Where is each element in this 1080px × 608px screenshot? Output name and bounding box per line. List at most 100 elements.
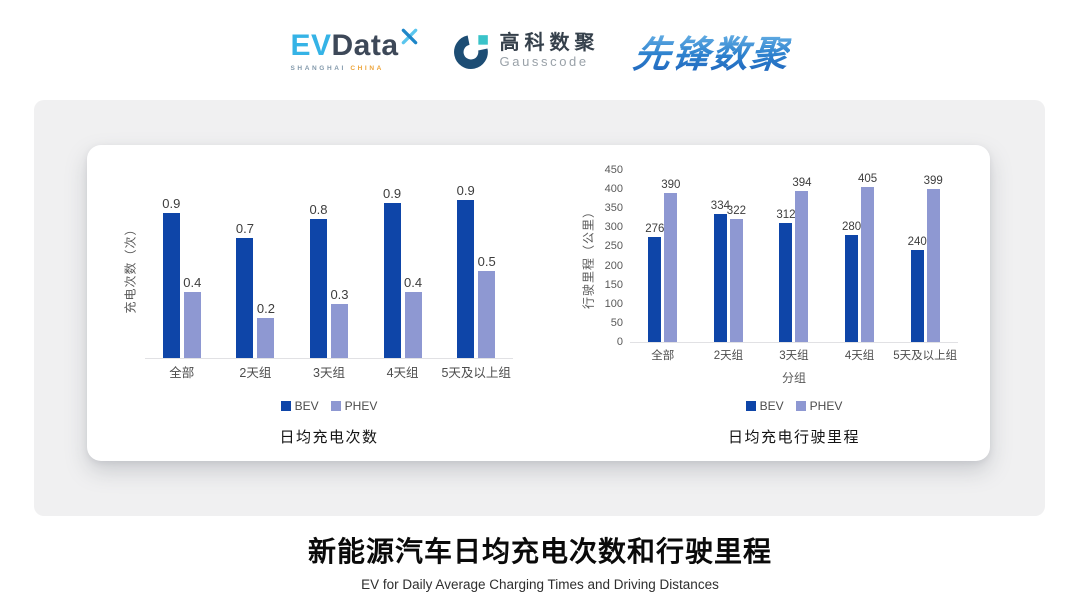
bar-value-label: 0.5	[477, 254, 496, 269]
bar-phev	[330, 304, 348, 358]
bar-phev	[861, 187, 875, 342]
bar-column-bev: 280	[842, 221, 861, 342]
chart-title-left: 日均充电次数	[279, 429, 379, 446]
bar-value-label: 405	[857, 173, 878, 185]
legend-label: BEV	[294, 399, 319, 413]
bar-bev	[457, 200, 475, 358]
y-tick-label: 0	[616, 336, 623, 348]
bar-column-phev: 0.4	[183, 275, 201, 358]
bar-group: 0.7 0.2	[219, 193, 293, 358]
category-label: 全部	[169, 366, 195, 380]
bar-group: 280 405	[827, 170, 893, 342]
bar-value-label: 0.7	[235, 221, 254, 236]
bar-phev	[729, 219, 743, 342]
bar-bev	[162, 213, 180, 358]
gausscode-cn-text: 高科数聚	[499, 32, 600, 55]
y-tick-label: 150	[604, 278, 623, 291]
bar-column-phev: 405	[858, 173, 877, 342]
bar-value-label: 394	[792, 177, 812, 189]
bar-column-bev: 334	[711, 200, 730, 342]
bar-value-label: 0.9	[383, 186, 402, 201]
bar-phev	[664, 193, 678, 342]
plot-area-right-chart: 276 390 334 322 312 394 280 405 240 399	[630, 170, 958, 343]
bar-phev	[795, 191, 809, 342]
bar-value-label: 276	[645, 223, 665, 235]
chart-panel-background: 充电次数（次） 0.9 0.4 0.7 0.2 0.8 0.3 0.9 0.4 0.9 0.5 全…	[34, 100, 1045, 516]
bar-bev	[648, 237, 662, 342]
bar-bev	[236, 238, 254, 358]
bar-value-label: 0.2	[256, 301, 275, 316]
legend-swatch-phev	[795, 401, 806, 411]
category-label: 5天及以上组	[441, 366, 511, 380]
category-label: 4天组	[386, 366, 419, 380]
bar-column-phev: 322	[727, 205, 746, 342]
bar-group: 0.9 0.4	[366, 186, 440, 358]
category-label: 5天及以上组	[893, 350, 958, 362]
category-label: 3天组	[779, 350, 809, 362]
y-tick-label: 350	[604, 202, 623, 215]
bar-phev	[404, 292, 422, 358]
y-tick-label: 450	[604, 164, 623, 176]
evdata-x-star-icon	[401, 28, 417, 44]
bar-column-phev: 0.5	[478, 254, 496, 358]
evdata-data-text: Data	[331, 28, 399, 62]
bar-bev	[309, 219, 327, 358]
figure-subtitle-en: EV for Daily Average Charging Times and …	[361, 577, 719, 592]
y-tick-label: 50	[610, 316, 623, 329]
figure-title-cn: 新能源汽车日均充电次数和行驶里程	[307, 536, 772, 567]
evdata-shanghai-text: SHANGHAI	[290, 64, 346, 72]
y-tick-label: 100	[604, 297, 623, 310]
y-axis-ticks-right-chart: 0 50 100 150 200 250 300 350 400 450	[580, 164, 623, 348]
bar-value-label: 390	[661, 179, 681, 191]
bar-column-bev: 0.7	[236, 221, 254, 358]
chart-daily-charging-times: 充电次数（次） 0.9 0.4 0.7 0.2 0.8 0.3 0.9 0.4 0.9 0.5 全…	[87, 145, 990, 461]
chart-card: 充电次数（次） 0.9 0.4 0.7 0.2 0.8 0.3 0.9 0.4 0.9 0.5 全…	[87, 145, 990, 461]
x-axis-label-right-chart: 分组	[781, 371, 806, 385]
bar-bev	[845, 235, 859, 342]
bar-column-bev: 276	[645, 223, 664, 342]
legend-item-bev: BEV	[745, 399, 784, 413]
evdata-ev-text: EV	[290, 28, 332, 62]
bar-value-label: 334	[710, 200, 730, 212]
legend-item-phev: PHEV	[795, 399, 842, 413]
chart-title-right: 日均充电行驶里程	[727, 429, 860, 446]
legend-left-chart: BEV PHEV	[145, 399, 513, 413]
legend-item-phev: PHEV	[330, 399, 378, 413]
bar-value-label: 0.3	[330, 287, 349, 302]
category-label: 2天组	[239, 366, 272, 380]
bar-bev	[779, 223, 793, 342]
x-axis-categories-right-chart: 全部 2天组 3天组 4天组 5天及以上组	[630, 347, 958, 363]
legend-right-chart: BEV PHEV	[630, 399, 958, 413]
y-tick-label: 400	[604, 183, 623, 196]
bar-phev	[478, 271, 496, 358]
bar-phev	[183, 292, 201, 358]
bar-bev	[910, 250, 924, 342]
bar-value-label: 240	[907, 236, 927, 248]
bar-group: 0.9 0.5	[439, 183, 513, 358]
chart-daily-driving-distance: 行驶里程（公里） 0 50 100 150 200 250 300 350 400 450 276…	[87, 145, 990, 461]
bar-phev	[257, 318, 275, 358]
x-axis-categories-left-chart: 全部 2天组 3天组 4天组 5天及以上组	[145, 362, 513, 381]
bar-phev	[926, 189, 940, 342]
bar-value-label: 280	[841, 221, 862, 233]
bar-column-bev: 0.8	[309, 202, 328, 358]
figure-caption: 新能源汽车日均充电次数和行驶里程 EV for Daily Average Ch…	[0, 530, 1080, 592]
y-tick-label: 250	[604, 240, 623, 253]
bar-column-bev: 312	[776, 209, 796, 342]
bar-column-phev: 390	[661, 179, 680, 342]
legend-swatch-bev	[745, 401, 756, 411]
bar-group: 0.9 0.4	[145, 193, 219, 358]
legend-label: PHEV	[344, 399, 378, 413]
bar-value-label: 322	[726, 205, 746, 217]
category-label: 全部	[651, 350, 675, 362]
evdata-logo: EV Data SHANGHAI CHINA	[290, 28, 418, 72]
bar-value-label: 0.4	[183, 275, 202, 290]
evdata-china-text: CHINA	[350, 64, 384, 72]
legend-swatch-phev	[330, 401, 341, 411]
bar-group: 334 322	[696, 170, 762, 342]
bar-column-phev: 0.3	[330, 287, 349, 358]
bar-value-label: 0.4	[404, 275, 423, 290]
gausscode-en-text: Gausscode	[499, 54, 589, 70]
bar-bev	[383, 203, 401, 358]
bar-value-label: 399	[923, 175, 943, 187]
